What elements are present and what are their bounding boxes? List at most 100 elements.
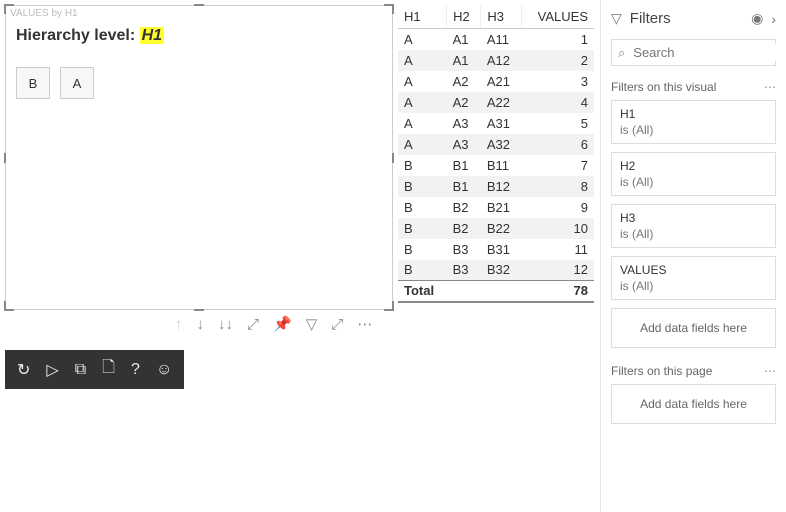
table-row[interactable]: AA2A213 — [398, 71, 594, 92]
filter-drop-zone[interactable]: Add data fields here — [611, 384, 776, 424]
table-row[interactable]: BB3B3212 — [398, 260, 594, 281]
section-more-icon[interactable]: ⋯ — [764, 364, 776, 378]
cell: B — [398, 197, 447, 218]
resize-handle-b[interactable] — [194, 309, 204, 311]
filter-condition: is (All) — [620, 123, 767, 137]
slicer-chip-b[interactable]: B — [16, 67, 50, 99]
cell: 7 — [521, 155, 594, 176]
focus-filter-icon[interactable]: ▽ — [306, 315, 318, 333]
resize-handle-l[interactable] — [4, 153, 6, 163]
hierarchy-level-value: H1 — [140, 27, 164, 44]
cell: A — [398, 71, 447, 92]
more-options-icon[interactable]: ⋯ — [357, 315, 372, 333]
table-row[interactable]: AA2A224 — [398, 92, 594, 113]
table-row[interactable]: BB2B219 — [398, 197, 594, 218]
filter-field-name: VALUES — [620, 263, 767, 277]
filter-condition: is (All) — [620, 227, 767, 241]
copy-icon[interactable]: ⧉ — [75, 361, 86, 379]
cell: A21 — [481, 71, 522, 92]
cell: A11 — [481, 29, 522, 50]
cell: 11 — [521, 239, 594, 260]
cell: B1 — [447, 176, 481, 197]
cell: 4 — [521, 92, 594, 113]
dev-toolbar: ↻ ▷ ⧉ 🗋? ☺ — [5, 350, 184, 389]
cell: A3 — [447, 134, 481, 155]
slicer-chip-a[interactable]: A — [60, 67, 94, 99]
resize-handle-bl[interactable] — [4, 301, 14, 311]
cell: B — [398, 218, 447, 239]
resize-handle-tl[interactable] — [4, 4, 14, 14]
col-header-h3[interactable]: H3 — [481, 5, 522, 29]
cell: A — [398, 50, 447, 71]
table-row[interactable]: AA3A315 — [398, 113, 594, 134]
table-row[interactable]: BB2B2210 — [398, 218, 594, 239]
drill-down-icon[interactable]: ↓ — [197, 316, 205, 333]
resize-handle-br[interactable] — [384, 301, 394, 311]
cell: B12 — [481, 176, 522, 197]
cell: A1 — [447, 29, 481, 50]
filter-drop-zone[interactable]: Add data fields here — [611, 308, 776, 348]
cell: B3 — [447, 260, 481, 281]
col-header-h2[interactable]: H2 — [447, 5, 481, 29]
filters-title: Filters — [630, 10, 671, 27]
resize-handle-t[interactable] — [194, 4, 204, 6]
toggle-visibility-icon[interactable]: ◉ — [751, 10, 763, 27]
resize-handle-r[interactable] — [392, 153, 394, 163]
resize-handle-tr[interactable] — [384, 4, 394, 14]
filter-condition: is (All) — [620, 175, 767, 189]
expand-down-icon[interactable]: ↓↓ — [218, 316, 233, 333]
col-header-h1[interactable]: H1 — [398, 5, 447, 29]
drill-up-icon: ↑ — [175, 316, 183, 333]
filter-condition: is (All) — [620, 279, 767, 293]
cell: A2 — [447, 71, 481, 92]
cell: B — [398, 176, 447, 197]
visual-frame[interactable]: VALUES by H1 Hierarchy level: H1 BA — [5, 5, 393, 310]
cell: B3 — [447, 239, 481, 260]
total-label: Total — [398, 281, 447, 302]
section-more-icon[interactable]: ⋯ — [764, 80, 776, 94]
feedback-icon[interactable]: ☺ — [156, 361, 172, 379]
cell: 8 — [521, 176, 594, 197]
cell: A3 — [447, 113, 481, 134]
cell: A — [398, 29, 447, 50]
pin-icon[interactable]: 📌 — [273, 315, 292, 333]
filter-section-title: Filters on this page⋯ — [611, 362, 776, 384]
table-row[interactable]: BB3B3111 — [398, 239, 594, 260]
cell: B1 — [447, 155, 481, 176]
filter-icon: ▽ — [611, 10, 622, 27]
col-header-values[interactable]: VALUES — [521, 5, 594, 29]
filter-card-values[interactable]: VALUES is (All) — [611, 256, 776, 300]
cell: B2 — [447, 218, 481, 239]
cell: 6 — [521, 134, 594, 155]
table-row[interactable]: AA3A326 — [398, 134, 594, 155]
data-table: H1H2H3VALUES AA1A111AA1A122AA2A213AA2A22… — [398, 5, 594, 303]
cell: A31 — [481, 113, 522, 134]
refresh-icon[interactable]: ↻ — [17, 360, 30, 380]
total-value: 78 — [521, 281, 594, 302]
table-row[interactable]: AA1A122 — [398, 50, 594, 71]
table-row[interactable]: AA1A111 — [398, 29, 594, 50]
new-page-icon[interactable]: 🗋 — [102, 356, 115, 383]
collapse-pane-icon[interactable]: › — [771, 11, 776, 27]
hierarchy-level-label: Hierarchy level: H1 — [16, 27, 382, 45]
hierarchy-level-prefix: Hierarchy level: — [16, 27, 140, 44]
cell: A2 — [447, 92, 481, 113]
cell: B32 — [481, 260, 522, 281]
help-icon[interactable]: ? — [131, 361, 140, 379]
cell: B — [398, 155, 447, 176]
cell: 9 — [521, 197, 594, 218]
focus-mode-icon[interactable]: ⤢ — [331, 316, 343, 333]
table-row[interactable]: BB1B128 — [398, 176, 594, 197]
filter-card-h1[interactable]: H1is (All) — [611, 100, 776, 144]
visual-caption: VALUES by H1 — [6, 6, 392, 21]
filter-card-h2[interactable]: H2is (All) — [611, 152, 776, 196]
filter-search[interactable]: ⌕ — [611, 39, 776, 66]
table-row[interactable]: BB1B117 — [398, 155, 594, 176]
search-input[interactable] — [631, 44, 786, 61]
expand-all-icon[interactable]: ⤢ — [247, 316, 259, 333]
filter-card-h3[interactable]: H3is (All) — [611, 204, 776, 248]
cell: B11 — [481, 155, 522, 176]
cell: 10 — [521, 218, 594, 239]
cell: 3 — [521, 71, 594, 92]
play-icon[interactable]: ▷ — [46, 360, 58, 380]
